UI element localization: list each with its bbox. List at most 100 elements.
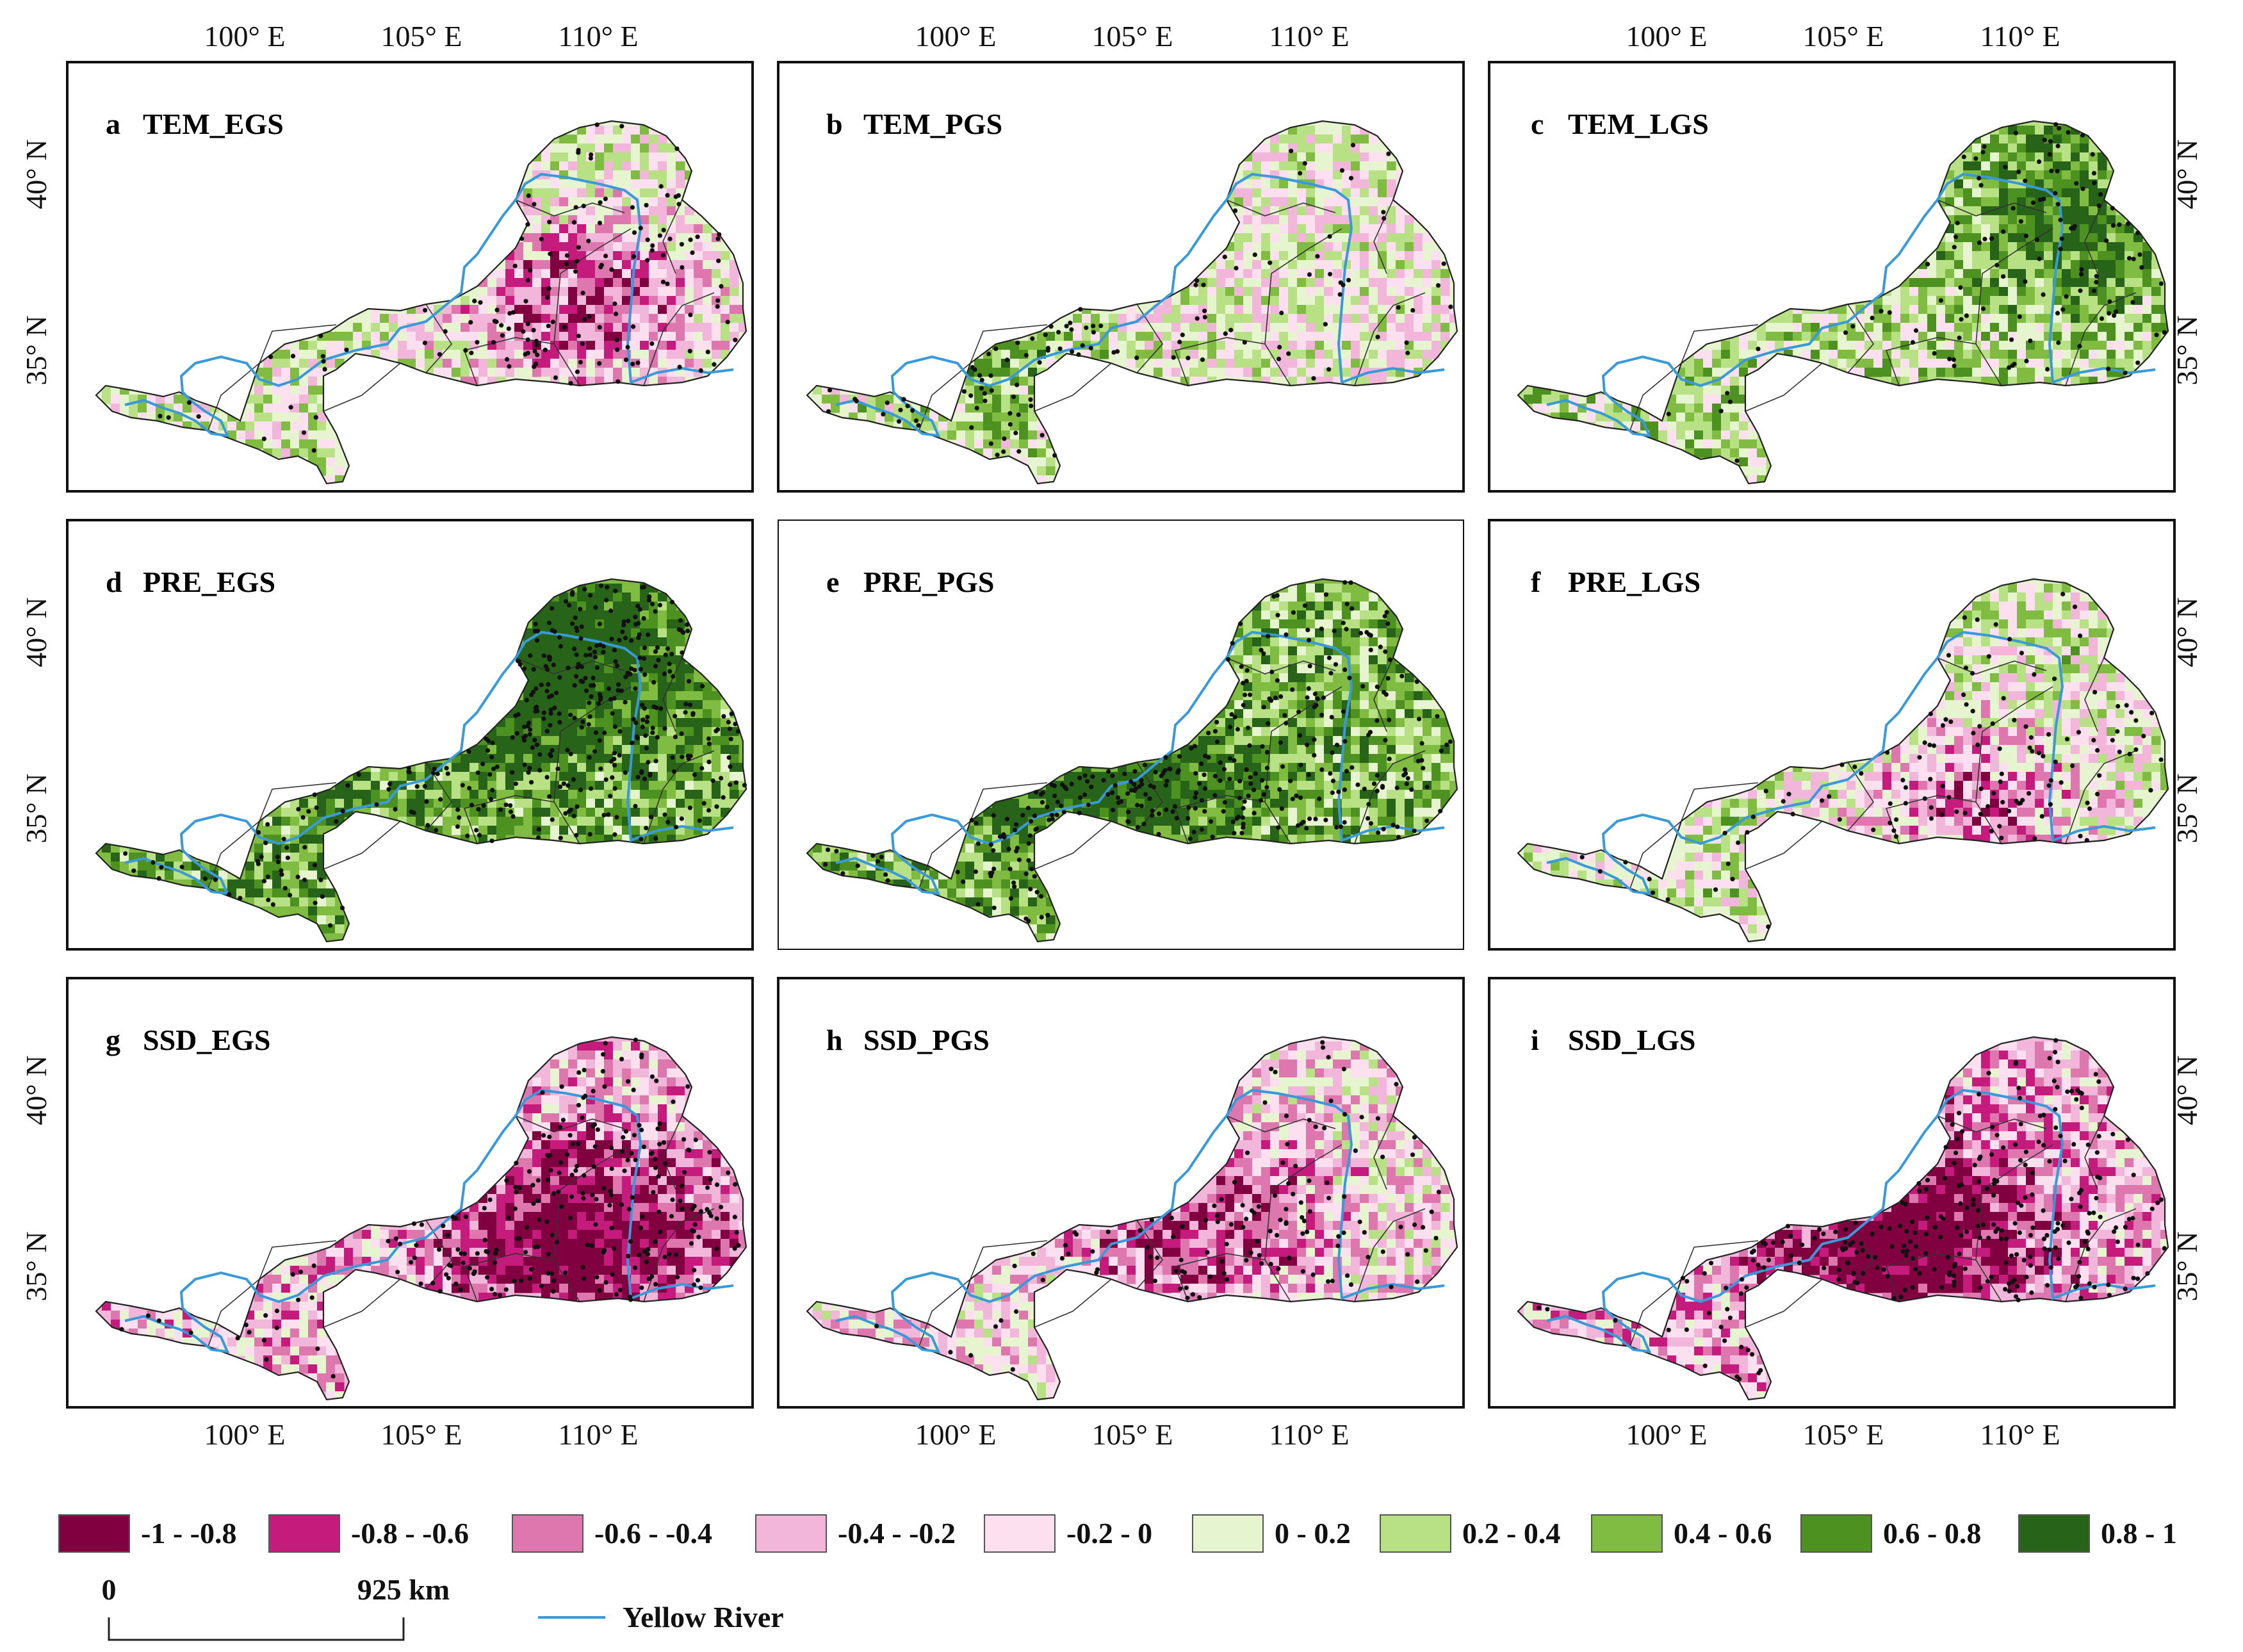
raster-cell (2062, 143, 2071, 153)
raster-cell (1315, 278, 1325, 288)
raster-cell (2071, 269, 2080, 279)
raster-cell (586, 619, 596, 629)
raster-cell (416, 790, 425, 799)
raster-cell (721, 736, 730, 746)
significance-dot (522, 738, 527, 743)
raster-cell (407, 341, 416, 350)
raster-cell (1882, 323, 1892, 332)
raster-cell (2044, 224, 2053, 234)
raster-cell (685, 727, 694, 737)
significance-dot (576, 333, 582, 339)
raster-cell (2008, 260, 2018, 270)
raster-cell (1207, 736, 1217, 746)
raster-cell (1891, 305, 1901, 315)
raster-cell (389, 772, 398, 781)
significance-dot (313, 863, 318, 868)
raster-cell (658, 341, 667, 350)
raster-cell (1324, 278, 1334, 288)
raster-cell (1730, 439, 1740, 449)
raster-cell (1306, 215, 1316, 225)
significance-dot (583, 653, 589, 658)
significance-dot (623, 699, 628, 705)
significance-dot (733, 338, 738, 343)
raster-cell (2142, 278, 2152, 288)
raster-cell (1766, 341, 1775, 350)
raster-cell (2080, 260, 2089, 270)
significance-dot (635, 774, 640, 780)
raster-cell (1387, 242, 1396, 252)
raster-cell (1252, 215, 1262, 225)
raster-cell (272, 368, 282, 377)
raster-cell (658, 215, 667, 225)
significance-dot (2001, 274, 2006, 279)
raster-cell (1252, 610, 1262, 620)
significance-dot (238, 896, 243, 901)
raster-cell (1936, 305, 1946, 315)
raster-cell (362, 781, 371, 790)
raster-cell (1306, 359, 1316, 368)
raster-cell (1297, 206, 1307, 216)
raster-cell (1981, 161, 1991, 171)
significance-dot (488, 797, 494, 802)
raster-cell (595, 215, 605, 225)
raster-cell (667, 619, 676, 629)
raster-cell (1405, 709, 1414, 719)
raster-cell (541, 700, 551, 710)
raster-cell (1360, 709, 1369, 719)
raster-cell (613, 215, 623, 225)
significance-dot (579, 725, 584, 730)
raster-cell (568, 251, 578, 261)
raster-cell (487, 359, 497, 368)
significance-dot (529, 692, 534, 698)
significance-dot (660, 252, 665, 258)
significance-dot (1057, 346, 1063, 351)
raster-cell (622, 754, 632, 764)
significance-dot (1326, 367, 1332, 372)
significance-dot (650, 243, 655, 248)
raster-cell (1999, 341, 2009, 350)
significance-dot (698, 368, 703, 373)
raster-cell (1252, 269, 1262, 279)
raster-cell (2142, 341, 2152, 350)
raster-cell (676, 350, 685, 359)
raster-cell (1396, 359, 1405, 368)
raster-cell (1324, 242, 1334, 252)
raster-cell (1234, 646, 1244, 656)
raster-cell (1297, 341, 1307, 350)
raster-cell (613, 808, 623, 817)
raster-cell (1963, 359, 1973, 368)
significance-dot (1084, 325, 1089, 331)
significance-dot (259, 854, 264, 860)
raster-cell (613, 170, 623, 180)
raster-cell (1243, 323, 1253, 332)
significance-dot (612, 756, 617, 762)
raster-cell (667, 808, 676, 817)
raster-cell (1279, 727, 1289, 737)
significance-dot (690, 711, 696, 716)
raster-cell (1162, 368, 1172, 377)
raster-cell (1252, 700, 1262, 710)
raster-cell (676, 269, 685, 279)
raster-cell (712, 736, 721, 746)
raster-cell (595, 682, 605, 692)
raster-cell (514, 350, 524, 359)
raster-cell (541, 781, 551, 790)
significance-dot (424, 799, 429, 804)
significance-dot (667, 236, 673, 241)
raster-cell (1360, 269, 1369, 279)
raster-cell (452, 763, 461, 773)
raster-cell (1396, 323, 1405, 332)
raster-cell (1378, 350, 1387, 359)
raster-cell (1279, 197, 1289, 207)
raster-cell (983, 413, 993, 422)
raster-cell (658, 143, 667, 153)
raster-cell (487, 350, 497, 359)
significance-dot (444, 765, 449, 771)
raster-cell (245, 404, 255, 413)
raster-cell (2044, 197, 2053, 207)
raster-cell (559, 224, 569, 234)
raster-cell (1387, 682, 1396, 692)
raster-cell (694, 242, 703, 252)
raster-cell (1252, 682, 1262, 692)
raster-cell (568, 278, 578, 288)
